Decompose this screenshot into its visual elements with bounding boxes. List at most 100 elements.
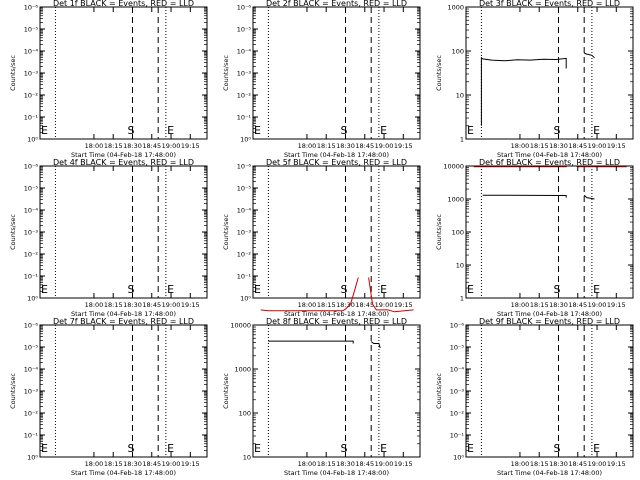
e-marker-label: E <box>467 442 474 455</box>
y-tick-label: 10⁻⁴ <box>237 207 252 215</box>
y-axis-label: Counts/sec <box>9 214 17 250</box>
x-tick-label: 19:15 <box>181 301 200 309</box>
x-axis-label: Start Time (04-Feb-18 17:48:00) <box>497 310 602 318</box>
y-tick-label: 10⁻¹ <box>24 273 39 281</box>
x-tick-label: 19:15 <box>607 301 626 309</box>
y-tick-label: 10⁻¹ <box>237 273 252 281</box>
plot-frame <box>465 324 634 458</box>
y-tick-label: 10⁻⁵ <box>450 344 465 352</box>
x-tick-label: 19:15 <box>181 460 200 468</box>
y-axis-label: Counts/sec <box>222 214 230 250</box>
x-tick-label: 18:15 <box>104 301 123 309</box>
y-tick-label: 10⁻⁶ <box>237 4 252 12</box>
x-axis-label: Start Time (04-Feb-18 17:48:00) <box>497 469 602 477</box>
x-tick-label: 18:30 <box>549 301 568 309</box>
y-tick-label: 10⁰ <box>453 454 464 462</box>
x-tick-label: 18:00 <box>298 142 317 150</box>
panel-title: Det 2f BLACK = Events, RED = LLD <box>266 0 407 8</box>
y-tick-label: 10⁻⁵ <box>24 344 39 352</box>
y-tick-label: 100 <box>452 48 464 56</box>
panel-title: Det 7f BLACK = Events, RED = LLD <box>53 317 194 326</box>
x-tick-label: 18:00 <box>511 301 530 309</box>
x-tick-label: 19:00 <box>375 460 394 468</box>
x-tick-label: 18:15 <box>317 142 336 150</box>
x-tick-label: 19:00 <box>588 142 607 150</box>
events-series-line <box>482 194 567 198</box>
y-tick-label: 1 <box>460 295 464 303</box>
x-tick-label: 19:00 <box>162 460 181 468</box>
events-series-line <box>583 194 595 200</box>
y-tick-label: 10⁻¹ <box>237 114 252 122</box>
e-marker-label: E <box>467 124 474 137</box>
s-marker-label: S <box>127 124 134 137</box>
x-tick-label: 19:00 <box>162 301 181 309</box>
x-tick-label: 18:15 <box>530 460 549 468</box>
y-tick-label: 10⁻³ <box>237 70 252 78</box>
s-marker-label: S <box>553 283 560 296</box>
y-tick-label: 10⁻² <box>237 92 252 100</box>
y-tick-label: 10⁰ <box>240 295 251 303</box>
s-marker-label: S <box>127 283 134 296</box>
panel-title: Det 5f BLACK = Events, RED = LLD <box>266 158 407 167</box>
y-tick-label: 10⁻³ <box>24 70 39 78</box>
y-tick-label: 10⁻² <box>450 410 465 418</box>
e-marker-label: E <box>467 283 474 296</box>
x-axis-label: Start Time (04-Feb-18 17:48:00) <box>284 151 389 159</box>
x-tick-label: 18:45 <box>568 460 587 468</box>
y-axis-label: Counts/sec <box>9 373 17 409</box>
y-axis-label: Counts/sec <box>435 373 443 409</box>
events-series-line <box>268 340 354 344</box>
panel-title: Det 6f BLACK = Events, RED = LLD <box>479 158 620 167</box>
x-tick-label: 18:30 <box>549 460 568 468</box>
e-marker-label: E <box>41 283 48 296</box>
y-tick-label: 10⁻² <box>237 251 252 259</box>
x-tick-label: 18:00 <box>298 460 317 468</box>
x-axis-label: Start Time (04-Feb-18 17:48:00) <box>71 469 176 477</box>
x-tick-label: 18:45 <box>142 142 161 150</box>
panel-title: Det 8f BLACK = Events, RED = LLD <box>266 317 407 326</box>
x-tick-label: 18:30 <box>336 142 355 150</box>
y-tick-label: 10⁻⁶ <box>24 163 39 171</box>
y-tick-label: 10⁻⁴ <box>24 366 39 374</box>
e-marker-label: E <box>380 124 387 137</box>
y-tick-label: 10 <box>456 92 464 100</box>
y-tick-label: 1000 <box>234 366 251 374</box>
x-tick-label: 19:15 <box>394 142 413 150</box>
x-tick-label: 18:45 <box>142 301 161 309</box>
e-marker-label: E <box>254 442 261 455</box>
y-tick-label: 10⁰ <box>27 136 38 144</box>
y-tick-label: 10⁻¹ <box>24 114 39 122</box>
x-axis-label: Start Time (04-Feb-18 17:48:00) <box>71 151 176 159</box>
x-axis-label: Start Time (04-Feb-18 17:48:00) <box>497 151 602 159</box>
x-tick-label: 18:15 <box>104 460 123 468</box>
y-axis-label: Counts/sec <box>222 373 230 409</box>
y-tick-label: 10⁻³ <box>450 388 465 396</box>
x-tick-label: 18:15 <box>317 460 336 468</box>
x-axis-label: Start Time (04-Feb-18 17:48:00) <box>284 310 389 318</box>
plot-frame <box>39 6 208 140</box>
x-tick-label: 18:00 <box>85 460 104 468</box>
y-tick-label: 1000 <box>447 196 464 204</box>
y-tick-label: 10⁻¹ <box>24 432 39 440</box>
s-marker-label: S <box>340 124 347 137</box>
x-axis-label: Start Time (04-Feb-18 17:48:00) <box>284 469 389 477</box>
y-tick-label: 10⁻⁵ <box>237 26 252 34</box>
e-marker-label: E <box>593 283 600 296</box>
x-tick-label: 18:15 <box>317 301 336 309</box>
x-tick-label: 18:00 <box>511 142 530 150</box>
x-tick-label: 18:30 <box>549 142 568 150</box>
x-tick-label: 18:45 <box>568 301 587 309</box>
x-tick-label: 18:15 <box>530 301 549 309</box>
x-tick-label: 18:45 <box>355 142 374 150</box>
e-marker-label: E <box>380 442 387 455</box>
y-tick-label: 10 <box>243 454 251 462</box>
x-tick-label: 18:00 <box>298 301 317 309</box>
lld-series-line <box>260 277 359 312</box>
x-tick-label: 18:45 <box>142 460 161 468</box>
